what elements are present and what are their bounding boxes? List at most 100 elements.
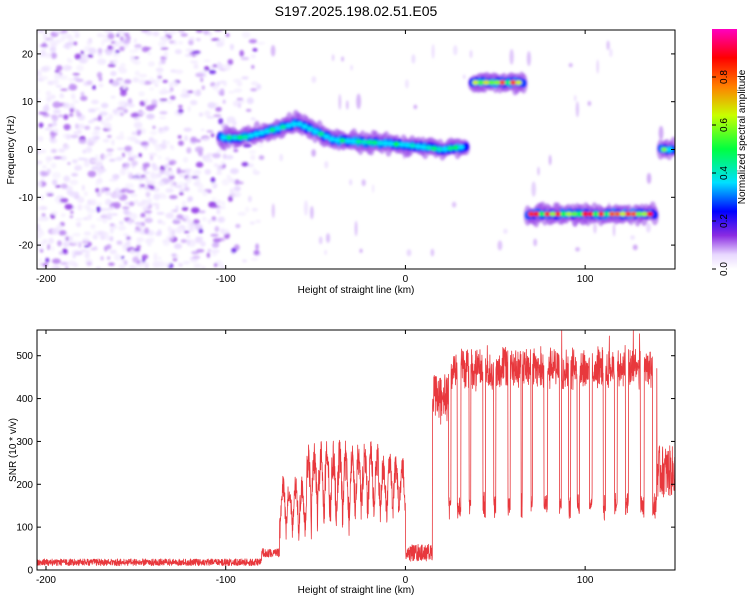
spectrogram-noise-speckle xyxy=(252,168,257,173)
spectrogram-noise-speckle xyxy=(186,234,190,238)
spectrogram-noise-speckle xyxy=(151,162,157,168)
spectrogram-noise-speckle xyxy=(109,158,116,162)
spectrogram-noise-speckle xyxy=(163,51,169,58)
spectrogram-noise-speckle xyxy=(93,128,100,133)
spectrogram-noise-speckle xyxy=(241,31,251,38)
spectrogram-ridge-core xyxy=(398,142,406,147)
spectrogram-y-ticks: -20 -10 0 10 20 xyxy=(19,49,675,252)
spectrogram-noise-speckle xyxy=(38,258,42,262)
spectrogram-noise-speckle xyxy=(173,40,178,45)
spectrogram-noise-speckle xyxy=(78,139,87,145)
spectrogram-noise-speckle xyxy=(97,47,103,54)
spectrogram-noise-speckle xyxy=(70,92,76,100)
spectrogram-noise-speckle xyxy=(163,262,171,267)
spectrogram-noise-speckle xyxy=(256,41,266,45)
spectrogram-noise-speckle xyxy=(168,162,175,166)
snr-y-tick-label: 0 xyxy=(27,566,33,577)
spectrogram-noise-speckle xyxy=(178,104,183,109)
spectrogram-noise-speckle xyxy=(158,116,167,119)
spectrogram-noise-speckle xyxy=(123,208,129,215)
spectrogram-noise-speckle xyxy=(201,216,207,222)
spectrogram-streak xyxy=(271,203,275,219)
spectrogram-noise-speckle xyxy=(42,165,47,169)
spectrogram-noise-speckle xyxy=(118,220,124,225)
spectrogram-noise-speckle xyxy=(92,85,96,90)
spectrogram-noise-speckle xyxy=(213,263,218,267)
spectrogram-noise-speckle xyxy=(139,100,146,107)
spectrogram-noise-speckle xyxy=(135,250,141,257)
spectrogram-noise-speckle xyxy=(212,242,220,248)
spectrogram-noise-speckle xyxy=(186,239,191,246)
spectrogram-noise-speckle xyxy=(72,72,80,76)
spectrogram-noise-speckle xyxy=(162,239,171,243)
spectrogram-noise-speckle xyxy=(104,191,113,196)
spectrogram-noise-speckle xyxy=(106,151,113,157)
spectrogram-noise-speckle xyxy=(207,189,212,194)
spectrogram-ridge-core xyxy=(414,143,422,149)
spectrogram-noise-speckle xyxy=(147,61,155,67)
spectrogram-noise-speckle xyxy=(102,138,110,143)
spectrogram-noise-speckle xyxy=(134,230,139,233)
spectrogram-streak xyxy=(411,54,416,64)
spectrogram-noise-speckle xyxy=(60,88,68,92)
spectrogram-ridge-core xyxy=(231,135,238,140)
spectrogram-noise-speckle xyxy=(83,57,90,61)
spectrogram-noise-speckle xyxy=(120,110,125,114)
spectrogram-noise-speckle xyxy=(144,227,150,235)
spectrogram-noise-speckle xyxy=(134,140,142,144)
spectrogram-ridge-core xyxy=(409,143,416,149)
spectrogram-noise-speckle xyxy=(93,231,99,234)
spectrogram-noise-speckle xyxy=(37,181,43,187)
spectrogram-streak xyxy=(497,240,503,251)
spectrogram-noise-speckle xyxy=(206,116,215,119)
spectrogram-y-axis-label: Frequency (Hz) xyxy=(6,116,17,185)
spectrogram-noise-speckle xyxy=(151,99,158,105)
spectrogram-noise-speckle xyxy=(158,155,162,160)
spectrogram-noise-speckle xyxy=(130,112,140,118)
spectrogram-noise-speckle xyxy=(78,241,82,248)
spectrogram-noise-speckle xyxy=(124,260,128,266)
spectrogram-noise-speckle xyxy=(69,191,77,198)
spectrogram-ridge-core xyxy=(382,141,389,146)
spectrogram-noise-speckle xyxy=(125,183,134,189)
spectrogram-noise-speckle xyxy=(250,154,256,161)
spectrogram-noise-speckle xyxy=(120,36,124,42)
spectrogram-streak xyxy=(413,104,418,110)
spectrogram-noise-speckle xyxy=(77,204,83,211)
spectrogram-streak xyxy=(533,238,538,247)
spectrogram-noise-speckle xyxy=(249,221,256,225)
spectrogram-noise-speckle xyxy=(47,243,51,251)
spectrogram-noise-speckle xyxy=(37,89,40,95)
spectrogram-noise-speckle xyxy=(109,249,117,255)
spectrogram-noise-speckle xyxy=(221,201,226,207)
spectrogram-noise-speckle xyxy=(211,216,217,221)
spectrogram-noise-speckle xyxy=(198,210,206,214)
spectrogram-noise-speckle xyxy=(210,249,220,254)
spectrogram-noise-speckle xyxy=(74,164,83,171)
spectrogram-noise-speckle xyxy=(255,219,261,223)
spectrogram-noise-speckle xyxy=(121,152,126,158)
spectrogram-noise-speckle xyxy=(123,43,129,49)
spectrogram-ridge-peak xyxy=(500,81,505,84)
spectrogram-noise-speckle xyxy=(37,160,43,165)
spectrogram-noise-speckle xyxy=(111,139,115,146)
spectrogram-noise-speckle xyxy=(90,199,97,206)
spectrogram-noise-speckle xyxy=(159,98,168,102)
spectrogram-noise-speckle xyxy=(51,179,58,186)
spectrogram-noise-speckle xyxy=(76,64,84,72)
spectrogram-noise-speckle xyxy=(196,38,201,42)
spectrogram-noise-speckle xyxy=(117,66,123,71)
spectrogram-noise-speckle xyxy=(213,163,219,168)
spectrogram-y-tick-label: 0 xyxy=(27,145,33,156)
spectrogram-noise-speckle xyxy=(173,219,181,225)
spectrogram-noise-speckle xyxy=(130,136,138,142)
spectrogram-ridge-core xyxy=(515,80,522,85)
spectrogram-noise-speckle xyxy=(147,51,152,56)
spectrogram-noise-speckle xyxy=(96,33,103,38)
spectrogram-noise-speckle xyxy=(168,40,176,44)
spectrogram-noise-speckle xyxy=(143,186,150,190)
spectrogram-noise-speckle xyxy=(164,30,168,34)
spectrogram-noise-speckle xyxy=(207,102,216,109)
spectrogram-noise-speckle xyxy=(50,266,56,269)
spectrogram-noise-speckle xyxy=(69,108,75,113)
